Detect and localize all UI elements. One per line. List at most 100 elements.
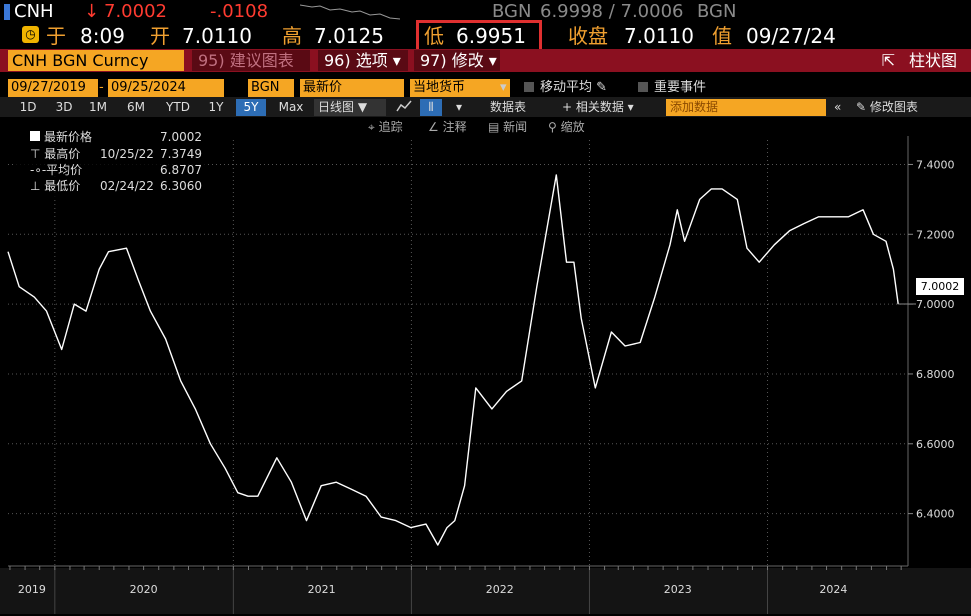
edit-chart-button[interactable]: ✎ 修改图表 (856, 99, 918, 116)
annotate-tool[interactable]: ∠ 注释 (428, 119, 467, 135)
avg-marker-icon: -∘- (30, 163, 47, 177)
legend-high-date: 10/25/22 (100, 147, 154, 161)
period-1y[interactable]: 1Y (208, 100, 224, 114)
wrench-icon: ✎ (856, 100, 867, 114)
ticker-bar: CNH ↓ 7.0002 -.0108 BGN 6.9998 / 7.0006 … (0, 0, 971, 24)
data-table-button[interactable]: 数据表 (490, 100, 527, 114)
moving-average-toggle[interactable]: 移动平均 ✎ (524, 79, 607, 97)
security-field[interactable]: CNH BGN Curncy (8, 50, 184, 71)
track-tool[interactable]: ⌖ 追踪 (368, 119, 403, 135)
end-date-field[interactable]: 09/25/2024 (108, 79, 224, 97)
period-5y[interactable]: 5Y (236, 99, 266, 116)
bar-chart-button[interactable]: ⇱ 柱状图 (849, 50, 957, 71)
y-tick-label: 6.6000 (916, 438, 955, 451)
legend-low-label: ⊥ 最低价 (30, 179, 81, 193)
export-icon: ⇱ (881, 51, 895, 70)
frequency-select[interactable]: 日线图 ▼ (314, 99, 386, 116)
source-field[interactable]: BGN (248, 79, 294, 97)
chart-type-dropdown-icon[interactable]: ▾ (456, 100, 463, 114)
value-label: 值 (712, 24, 732, 48)
options-menu[interactable]: 96) 选项 ▾ (318, 50, 408, 71)
x-tick-label: 2024 (819, 583, 847, 596)
close-value: 7.0110 (624, 24, 694, 48)
last-price: 7.0002 (104, 1, 167, 22)
open-value: 7.0110 (182, 24, 252, 48)
current-price-label: 7.0002 (916, 278, 964, 295)
clock-icon: ◷ (22, 26, 39, 43)
news-label: 新闻 (503, 120, 528, 134)
quote-time: 8:09 (80, 24, 125, 48)
y-tick-label: 7.2000 (916, 228, 955, 241)
period-1m[interactable]: 1M (89, 100, 107, 114)
zoom-tool[interactable]: ⚲ 缩放 (548, 119, 585, 135)
period-1d[interactable]: 1D (19, 100, 37, 114)
legend-low-value: 6.3060 (160, 179, 202, 193)
currency-select[interactable]: 当地货币 (410, 79, 510, 97)
y-tick-label: 6.4000 (916, 508, 955, 521)
x-tick-label: 2022 (486, 583, 514, 596)
key-events-checkbox[interactable] (638, 82, 648, 92)
period-max[interactable]: Max (278, 100, 304, 114)
y-tick-label: 7.4000 (916, 158, 955, 171)
close-label: 收盘 (568, 24, 608, 48)
ask-source: BGN (697, 1, 737, 22)
collapse-icon[interactable]: « (834, 100, 842, 114)
annotate-icon: ∠ (428, 120, 439, 134)
x-tick-label: 2020 (130, 583, 158, 596)
open-label: 开 (150, 24, 170, 48)
price-field-select[interactable]: 最新价 (300, 79, 404, 97)
moving-average-checkbox[interactable] (524, 82, 534, 92)
down-arrow-icon: ↓ (84, 1, 100, 22)
price-change: -.0108 (210, 1, 269, 22)
modify-menu[interactable]: 97) 修改 ▾ (414, 50, 500, 71)
high-marker-icon: ⊤ (30, 147, 41, 161)
low-marker-icon: ⊥ (30, 179, 41, 193)
ticker-symbol[interactable]: CNH (14, 1, 54, 22)
bid-ask: 6.9998 / 7.0006 (540, 1, 684, 22)
low-label: 低 (424, 24, 444, 48)
period-ytd[interactable]: YTD (166, 100, 190, 114)
key-events-label: 重要事件 (654, 80, 707, 95)
high-label: 高 (282, 24, 302, 48)
related-data-button[interactable]: + 相关数据 ▾ (562, 100, 634, 114)
add-data-input[interactable]: 添加数据 (666, 99, 826, 116)
track-label: 追踪 (378, 120, 403, 134)
news-icon: ▤ (488, 120, 500, 134)
ticker-flag-icon (4, 4, 10, 20)
edit-chart-label: 修改图表 (869, 100, 918, 114)
legend-box (14, 126, 206, 198)
bar-chart-label: 柱状图 (908, 51, 957, 70)
news-tool[interactable]: ▤ 新闻 (488, 119, 527, 135)
time-label: 于 (46, 24, 66, 48)
x-tick-label: 2023 (664, 583, 692, 596)
crosshair-icon: ⌖ (368, 120, 375, 134)
suggest-charts-button[interactable]: 95) 建议图表 (192, 50, 310, 71)
start-date-field[interactable]: 09/27/2019 (8, 79, 98, 97)
legend-avg-value: 6.8707 (160, 163, 202, 177)
candlestick-icon[interactable]: ⫴ (420, 99, 442, 116)
quote-date: 09/27/24 (746, 24, 836, 48)
x-tick-label: 2019 (18, 583, 46, 596)
annotate-label: 注释 (442, 120, 467, 134)
currency-dropdown-icon[interactable]: ▾ (500, 80, 507, 95)
legend-last-value: 7.0002 (160, 130, 202, 144)
y-tick-label: 7.0000 (916, 298, 955, 311)
price-line (7, 174, 899, 546)
line-chart-icon[interactable] (396, 99, 412, 116)
x-tick-label: 2021 (308, 583, 336, 596)
period-6m[interactable]: 6M (127, 100, 145, 114)
x-axis-band (0, 568, 971, 614)
moving-average-label: 移动平均 (540, 80, 593, 95)
intraday-sparkline (300, 4, 400, 20)
legend-swatch (30, 131, 40, 141)
date-separator: - (99, 80, 104, 95)
key-events-toggle[interactable]: 重要事件 (638, 79, 706, 97)
high-value: 7.0125 (314, 24, 384, 48)
legend-last-label: 最新价格 (30, 129, 92, 145)
zoom-icon: ⚲ (548, 120, 557, 134)
zoom-label: 缩放 (560, 120, 585, 134)
pencil-icon[interactable]: ✎ (596, 80, 608, 95)
period-3d[interactable]: 3D (55, 100, 73, 114)
low-value: 6.9951 (456, 24, 526, 48)
